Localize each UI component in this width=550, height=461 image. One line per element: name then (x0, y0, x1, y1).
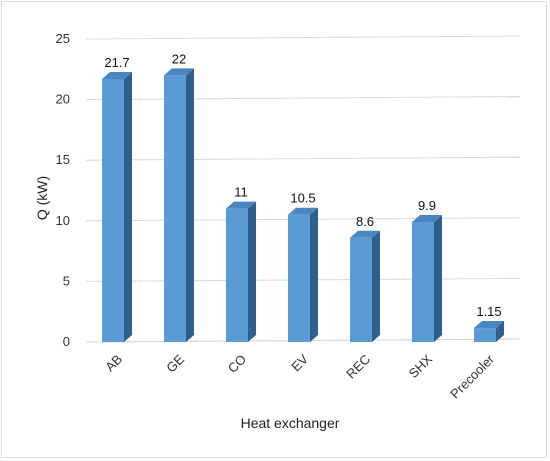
data-labels: 21.7 22 11 10.5 8.6 9.9 1.15 (104, 51, 501, 319)
bar-top (412, 215, 442, 223)
data-label: 11 (234, 185, 248, 200)
bar-shx (412, 215, 442, 342)
bar-top (102, 71, 132, 79)
data-label: 10.5 (290, 191, 315, 206)
y-tick-label: 5 (63, 273, 70, 288)
y-tick-label: 0 (63, 334, 70, 349)
bar-front (288, 214, 310, 342)
bar-side (310, 207, 318, 342)
bar-co (226, 201, 256, 342)
data-label: 21.7 (104, 55, 129, 70)
bar-side (124, 71, 132, 342)
bar-side (372, 230, 380, 342)
x-tick-label: GE (163, 351, 187, 375)
x-tick-label: CO (225, 352, 249, 376)
data-label: 1.15 (476, 304, 501, 319)
bar-top (350, 230, 380, 238)
bars (102, 68, 504, 343)
data-label: 9.9 (418, 198, 436, 213)
bar-side (496, 321, 504, 342)
bar-front (474, 328, 496, 342)
x-tick-label: EV (288, 351, 311, 374)
y-tick-label: 20 (56, 92, 70, 107)
x-axis-title: Heat exchanger (241, 415, 340, 431)
x-tick-label: REC (343, 352, 373, 382)
bar-rec (350, 230, 380, 342)
gridline (85, 156, 521, 161)
data-label: 8.6 (356, 214, 374, 229)
y-tick-label: 10 (56, 213, 70, 228)
bar-top (226, 201, 256, 209)
bar-front (350, 237, 372, 342)
bar-top (474, 321, 504, 329)
data-label: 22 (172, 51, 186, 66)
gridline (85, 96, 521, 101)
bar-precooler (474, 321, 504, 342)
bar-front (226, 208, 248, 342)
x-axis-ticks: AB GE CO EV REC SHX Precooler (102, 351, 497, 401)
bar-front (164, 75, 186, 343)
y-axis-title: Q (kW) (34, 176, 50, 220)
gridline (85, 35, 521, 40)
bar-ge (164, 68, 194, 343)
x-tick-label: AB (102, 352, 125, 375)
y-axis-ticks: 0 5 10 15 20 25 (56, 31, 70, 349)
bar-top (164, 68, 194, 76)
x-tick-label: Precooler (447, 351, 497, 401)
gridlines (85, 35, 521, 343)
bar-top (288, 207, 318, 215)
y-tick-label: 15 (56, 152, 70, 167)
bar-front (102, 78, 124, 342)
x-tick-label: SHX (406, 351, 436, 381)
bar-front (412, 222, 434, 342)
bar-side (186, 68, 194, 343)
bar-ev (288, 207, 318, 342)
bar-ab (102, 71, 132, 342)
bar-side (434, 215, 442, 342)
bar-side (248, 201, 256, 342)
y-tick-label: 25 (56, 31, 70, 46)
